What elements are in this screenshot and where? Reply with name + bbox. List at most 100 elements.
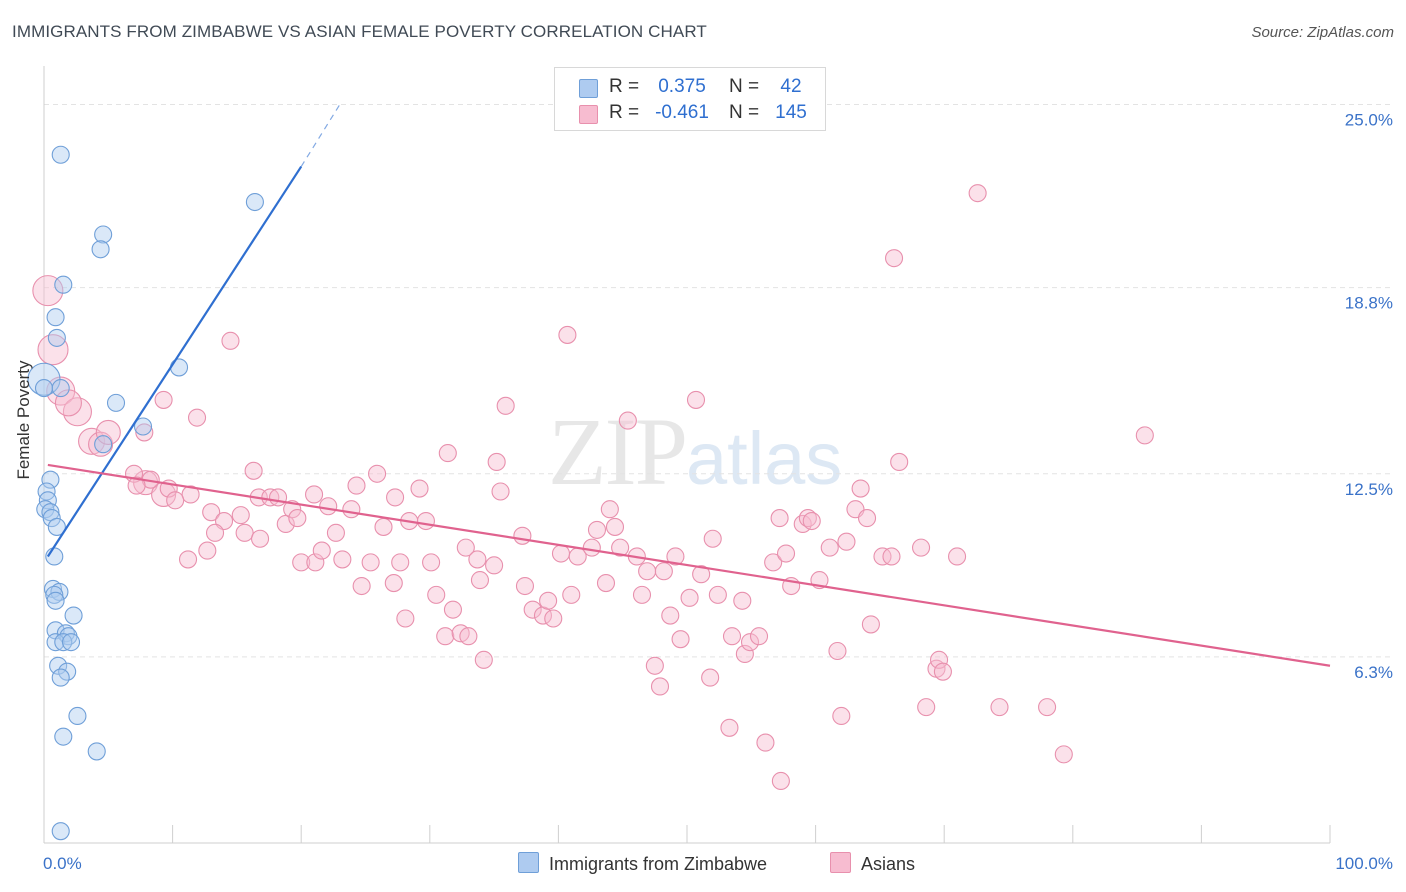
asians-point	[671, 630, 690, 649]
asians-point	[231, 506, 250, 525]
tick-labels: 6.3% 12.5% 18.8% 25.0% 0.0% 100.0%	[43, 111, 1393, 873]
x-tick-label-max: 100.0%	[1335, 854, 1393, 873]
asians-point	[708, 585, 727, 604]
asians-point	[470, 571, 490, 590]
asians-point	[735, 644, 754, 664]
asians-points	[32, 184, 1154, 791]
asians-point	[618, 411, 637, 430]
asians-point	[1038, 698, 1057, 717]
bottom-legend-label-asians: Asians	[861, 854, 916, 874]
asians-point	[544, 609, 563, 628]
asians-point	[427, 585, 446, 604]
asians-point	[235, 523, 254, 542]
asians-point	[764, 553, 783, 572]
asians-point	[306, 553, 325, 572]
zimbabwe-point	[133, 417, 153, 436]
zimbabwe-point	[42, 509, 61, 528]
asians-point	[361, 553, 380, 572]
asians-point	[890, 452, 909, 472]
bottom-legend-swatch-pink	[830, 852, 851, 873]
asians-point	[95, 419, 121, 445]
bottom-legend-swatch-blue	[518, 852, 539, 873]
asians-point	[638, 562, 657, 581]
asians-point	[686, 390, 706, 409]
asians-point	[645, 656, 664, 675]
legend-swatch-pink	[579, 105, 598, 124]
correlation-legend: R = 0.375 N = 42 R = -0.461 N = 145	[554, 67, 826, 131]
asians-point	[917, 698, 936, 717]
asians-point	[269, 488, 288, 507]
zimbabwe-point	[64, 606, 83, 625]
asians-point	[422, 553, 441, 572]
asians-point	[312, 541, 331, 560]
zimbabwe-point	[68, 706, 87, 726]
asians-point	[37, 334, 69, 366]
zimbabwe-point	[94, 435, 113, 454]
asians-point	[523, 600, 542, 619]
watermark-atlas: atlas	[686, 417, 843, 500]
asians-point	[166, 491, 185, 510]
asians-point	[292, 553, 311, 572]
zimbabwe-point	[34, 379, 54, 398]
zimbabwe-point	[54, 727, 73, 746]
zimbabwe-points	[27, 145, 264, 841]
zimbabwe-point	[61, 633, 81, 652]
asians-point	[539, 591, 558, 610]
asians-point	[342, 500, 361, 519]
legend-r-label: R =	[609, 102, 640, 123]
asians-point	[857, 509, 877, 528]
asians-point	[558, 325, 577, 344]
asians-point	[666, 547, 685, 566]
asians-point	[288, 509, 307, 528]
asians-point	[770, 509, 789, 528]
asians-point	[456, 538, 475, 557]
zimbabwe-point	[51, 822, 70, 841]
asians-point	[596, 574, 616, 593]
asians-trend-line	[47, 463, 1331, 667]
y-axis-label: Female Poverty	[14, 360, 33, 480]
asians-point	[154, 390, 173, 409]
asians-point	[410, 479, 429, 498]
asians-point	[513, 526, 532, 545]
asians-point	[828, 641, 847, 661]
zimbabwe-point	[87, 742, 106, 761]
asians-point	[837, 532, 856, 551]
asians-point	[733, 591, 752, 610]
asians-point	[703, 529, 722, 548]
asians-point	[1135, 426, 1154, 445]
asians-point	[416, 511, 435, 531]
asians-point	[1054, 745, 1073, 764]
asians-point	[515, 576, 535, 596]
asians-point	[181, 485, 200, 504]
asians-point	[720, 718, 739, 737]
asians-point	[438, 444, 457, 463]
asians-point	[820, 538, 839, 557]
zimbabwe-point	[47, 517, 66, 536]
chart-title: IMMIGRANTS FROM ZIMBABWE VS ASIAN FEMALE…	[12, 22, 707, 41]
asians-point	[244, 461, 263, 480]
asians-point	[187, 408, 207, 427]
y-tick-label: 25.0%	[1345, 111, 1393, 130]
asians-point	[127, 476, 146, 495]
asians-point	[443, 600, 462, 619]
asians-point	[436, 627, 455, 646]
asians-point	[384, 574, 403, 593]
legend-r-label: R =	[609, 76, 640, 97]
asians-point	[78, 427, 106, 455]
legend-swatch-blue	[579, 79, 598, 98]
asians-point	[582, 538, 601, 557]
bottom-legend-label-zimbabwe: Immigrants from Zimbabwe	[549, 854, 768, 874]
asians-point	[701, 668, 720, 687]
legend-n-value: 42	[780, 76, 802, 97]
zimbabwe-point	[49, 656, 68, 675]
asians-point	[661, 606, 680, 625]
watermark-zip: ZIP	[548, 398, 688, 505]
asians-point	[326, 523, 345, 542]
asians-point	[178, 550, 198, 569]
asians-point	[374, 517, 393, 536]
asians-point	[221, 331, 240, 350]
zimbabwe-point	[50, 582, 69, 601]
asians-point	[487, 452, 506, 472]
asians-point	[587, 520, 607, 539]
